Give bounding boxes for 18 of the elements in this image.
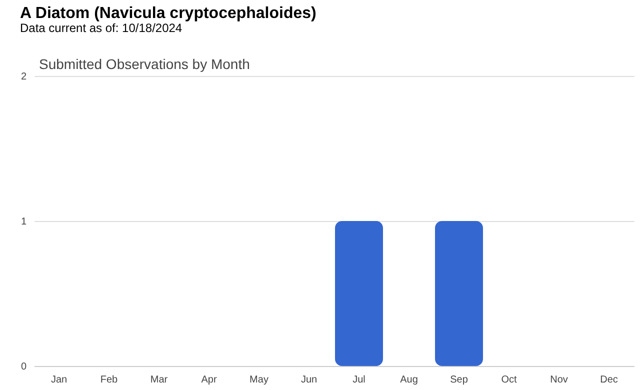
x-tick-label: Oct — [501, 374, 517, 386]
y-tick-label: 2 — [20, 72, 27, 82]
y-tick-label: 1 — [20, 216, 27, 228]
x-tick-label: Jun — [300, 374, 318, 386]
x-tick-label: Jul — [352, 374, 366, 386]
x-tick-label: Sep — [450, 374, 468, 386]
x-tick-label: Aug — [400, 374, 418, 386]
x-tick-label: Feb — [100, 374, 118, 386]
x-tick-label: Apr — [201, 374, 218, 386]
y-tick-label: 0 — [20, 362, 27, 372]
x-tick-label: Mar — [150, 374, 168, 386]
x-tick-label: Jan — [50, 374, 68, 386]
x-tick-label: Dec — [600, 374, 618, 386]
x-tick-label: Nov — [550, 374, 568, 386]
chart-title: A Diatom (Navicula cryptocephaloides) — [20, 5, 316, 22]
x-tick-label: May — [250, 374, 268, 386]
text: Submitted Observations by Month — [39, 56, 250, 72]
chart-subtitle: Data current as of: 10/18/2024 — [20, 21, 182, 35]
